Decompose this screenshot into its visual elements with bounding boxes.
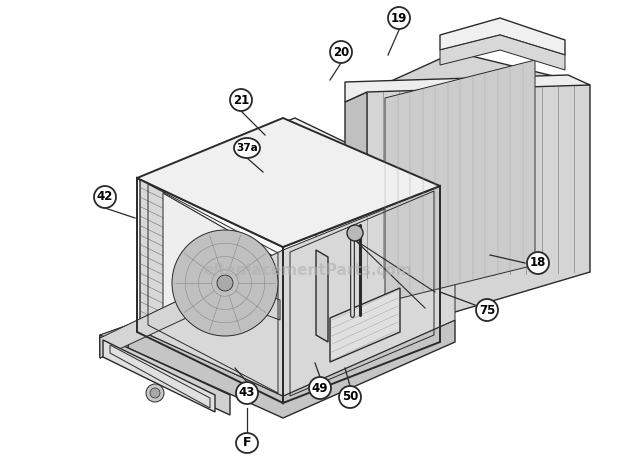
Polygon shape xyxy=(163,193,280,393)
Polygon shape xyxy=(137,118,440,247)
Text: 20: 20 xyxy=(333,46,349,58)
Polygon shape xyxy=(100,325,128,358)
Text: 21: 21 xyxy=(233,93,249,107)
Text: 18: 18 xyxy=(530,256,546,270)
Text: 19: 19 xyxy=(391,11,407,25)
Text: F: F xyxy=(243,437,251,449)
Circle shape xyxy=(230,89,252,111)
Polygon shape xyxy=(163,133,430,260)
Circle shape xyxy=(339,386,361,408)
Circle shape xyxy=(172,230,278,336)
Polygon shape xyxy=(385,60,535,302)
Text: 50: 50 xyxy=(342,391,358,403)
Polygon shape xyxy=(345,92,367,288)
Polygon shape xyxy=(316,133,430,330)
Polygon shape xyxy=(100,325,128,358)
Circle shape xyxy=(309,377,331,399)
Polygon shape xyxy=(330,288,400,362)
Polygon shape xyxy=(440,18,565,55)
Polygon shape xyxy=(100,335,230,415)
Polygon shape xyxy=(345,75,590,102)
Circle shape xyxy=(388,7,410,29)
Polygon shape xyxy=(316,250,328,342)
Circle shape xyxy=(150,388,160,398)
Circle shape xyxy=(527,252,549,274)
Circle shape xyxy=(94,186,116,208)
Polygon shape xyxy=(367,52,590,312)
Text: eReplacementParts.com: eReplacementParts.com xyxy=(204,263,412,277)
Polygon shape xyxy=(440,35,565,70)
Polygon shape xyxy=(140,178,283,400)
Polygon shape xyxy=(100,278,280,358)
Polygon shape xyxy=(103,340,215,412)
Circle shape xyxy=(330,41,352,63)
Circle shape xyxy=(236,382,258,404)
Circle shape xyxy=(217,275,233,291)
Text: 75: 75 xyxy=(479,303,495,317)
Circle shape xyxy=(476,299,498,321)
Text: 43: 43 xyxy=(239,386,255,400)
Polygon shape xyxy=(128,187,455,396)
Text: 49: 49 xyxy=(312,382,328,394)
Text: 42: 42 xyxy=(97,191,113,203)
Polygon shape xyxy=(128,320,455,418)
Circle shape xyxy=(347,225,363,241)
Ellipse shape xyxy=(234,138,260,158)
Ellipse shape xyxy=(236,433,258,453)
Polygon shape xyxy=(283,188,440,400)
Polygon shape xyxy=(140,118,440,248)
Circle shape xyxy=(146,384,164,402)
Text: 37a: 37a xyxy=(236,143,258,153)
